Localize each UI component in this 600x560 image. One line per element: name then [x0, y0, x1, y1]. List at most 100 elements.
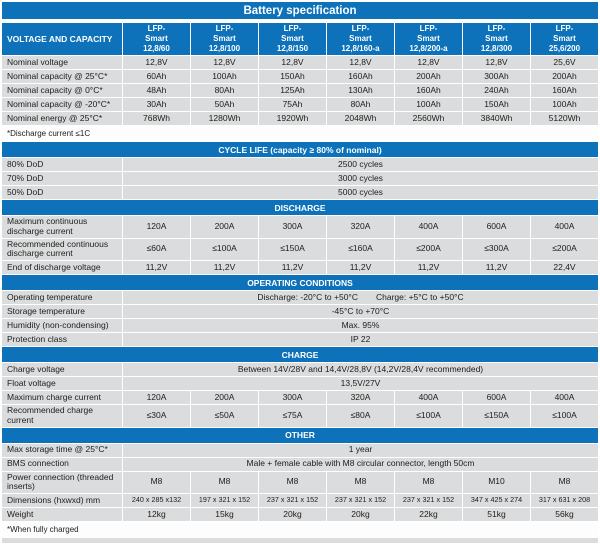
row-label: Maximum continuous discharge current — [2, 216, 122, 238]
value-cell: 20kg — [259, 508, 326, 522]
table-row: Nominal energy @ 25°C* 768Wh 1280Wh 1920Wh 2… — [2, 112, 598, 125]
value-cell: 60Ah — [123, 70, 190, 83]
value-cell: 160Ah — [531, 84, 598, 97]
value-cell: 400A — [531, 391, 598, 405]
column-header-6: LFP- Smart 12,8/300 — [463, 23, 530, 55]
footnote: *Discharge current ≤1C — [2, 126, 598, 141]
table-body: Nominal voltage 12,8V 12,8V 12,8V 12,8V 12,8V… — [2, 56, 598, 538]
value-cell: 100Ah — [395, 98, 462, 111]
row-label: Float voltage — [2, 377, 122, 391]
value-cell: ≤80A — [327, 405, 394, 427]
value-cell: 80Ah — [327, 98, 394, 111]
table-row: Operating temperature Discharge: -20°C to… — [2, 291, 598, 305]
value-cell: 15kg — [191, 508, 258, 522]
value-cell: 22,4V — [531, 261, 598, 275]
value-cell: 25,6V — [531, 56, 598, 69]
value-cell: M10 — [463, 471, 530, 494]
value-cell: 400A — [395, 216, 462, 238]
value-cell: 120A — [123, 216, 190, 238]
value-cell: 20kg — [327, 508, 394, 522]
value-cell: 600A — [463, 216, 530, 238]
row-label: Max storage time @ 25°C* — [2, 443, 122, 457]
table-row: 50% DoD 5000 cycles — [2, 186, 598, 199]
value-cell: 11,2V — [395, 261, 462, 275]
row-label: Humidity (non-condensing) — [2, 319, 122, 333]
column-header-5: LFP- Smart 12,8/200-a — [395, 23, 462, 55]
value-text: Discharge: -20°C to +50°C — [257, 291, 358, 302]
value-cell: 200Ah — [395, 70, 462, 83]
value-cell: 300A — [259, 391, 326, 405]
row-label: Nominal capacity @ 0°C* — [2, 84, 122, 97]
table-row: Nominal capacity @ -20°C* 30Ah 50Ah 75Ah 80A… — [2, 98, 598, 111]
table-row: Storage temperature -45°C to +70°C — [2, 305, 598, 319]
value-cell: 22kg — [395, 508, 462, 522]
section-header: DISCHARGE — [2, 200, 598, 215]
table-row: 70% DoD 3000 cycles — [2, 172, 598, 185]
value-cell: M8 — [327, 471, 394, 494]
value-cell: ≤100A — [191, 238, 258, 261]
value-cell: 12,8V — [327, 56, 394, 69]
value-cell: 400A — [395, 391, 462, 405]
row-label: Nominal capacity @ -20°C* — [2, 98, 122, 111]
value-cell: 50Ah — [191, 98, 258, 111]
row-label: Maximum charge current — [2, 391, 122, 405]
table-row: Recommended charge current ≤30A ≤50A ≤75A ≤8… — [2, 405, 598, 427]
value-cell: 30Ah — [123, 98, 190, 111]
value-text: Charge: +5°C to +50°C — [375, 291, 464, 302]
value-cell: 1280Wh — [191, 112, 258, 125]
value-cell: 11,2V — [463, 261, 530, 275]
value-cell-merged: Discharge: -20°C to +50°C Charge: +5°C to… — [123, 291, 598, 305]
bottom-strip — [2, 538, 598, 544]
value-cell: 12kg — [123, 508, 190, 522]
row-label: Nominal capacity @ 25°C* — [2, 70, 122, 83]
column-header-row: VOLTAGE AND CAPACITY LFP- Smart 12,8/60 L… — [2, 23, 598, 55]
value-cell: ≤150A — [259, 238, 326, 261]
column-header-3: LFP- Smart 12,8/150 — [259, 23, 326, 55]
value-cell-merged: 13,5V/27V — [123, 377, 598, 391]
section-header: OTHER — [2, 427, 598, 443]
row-label: Nominal voltage — [2, 56, 122, 69]
value-cell: 240 x 285 x132 — [123, 494, 190, 508]
section-header: OPERATING CONDITIONS — [2, 275, 598, 291]
value-cell: ≤200A — [531, 238, 598, 261]
value-cell: 100Ah — [191, 70, 258, 83]
row-label: End of discharge voltage — [2, 261, 122, 275]
table-row: Float voltage 13,5V/27V — [2, 377, 598, 391]
row-label: Recommended charge current — [2, 405, 122, 427]
value-cell: 600A — [463, 391, 530, 405]
table-row: Max storage time @ 25°C* 1 year — [2, 443, 598, 457]
value-cell: 12,8V — [123, 56, 190, 69]
row-label: 70% DoD — [2, 172, 122, 185]
value-cell: 48Ah — [123, 84, 190, 97]
table-row: Power connection (threaded inserts) M8 M8 M… — [2, 471, 598, 494]
row-label: Nominal energy @ 25°C* — [2, 112, 122, 125]
value-cell: 100Ah — [531, 98, 598, 111]
table-row: Weight 12kg 15kg 20kg 20kg 22kg 51kg 56kg — [2, 508, 598, 522]
value-cell: ≤75A — [259, 405, 326, 427]
value-cell: 2560Wh — [395, 112, 462, 125]
value-cell: ≤100A — [395, 405, 462, 427]
row-label: Operating temperature — [2, 291, 122, 305]
table-row: BMS connection Male + female cable with M… — [2, 457, 598, 471]
value-cell: 317 x 631 x 208 — [531, 494, 598, 508]
value-cell: 11,2V — [259, 261, 326, 275]
value-cell: ≤50A — [191, 405, 258, 427]
value-cell: 160Ah — [395, 84, 462, 97]
value-cell-merged: Between 14V/28V and 14,4V/28,8V (14,2V/2… — [123, 363, 598, 377]
value-cell: 75Ah — [259, 98, 326, 111]
value-cell: 320A — [327, 391, 394, 405]
row-label: Storage temperature — [2, 305, 122, 319]
table-row: End of discharge voltage 11,2V 11,2V 11,2V 1… — [2, 261, 598, 275]
column-header-7: LFP- Smart 25,6/200 — [531, 23, 598, 55]
value-cell: 200Ah — [531, 70, 598, 83]
value-cell: 2048Wh — [327, 112, 394, 125]
value-cell: 200A — [191, 216, 258, 238]
value-cell: 12,8V — [395, 56, 462, 69]
value-cell: 12,8V — [259, 56, 326, 69]
value-cell: 80Ah — [191, 84, 258, 97]
value-cell: 56kg — [531, 508, 598, 522]
value-cell: ≤30A — [123, 405, 190, 427]
value-cell: 160Ah — [327, 70, 394, 83]
row-label: Power connection (threaded inserts) — [2, 471, 122, 494]
